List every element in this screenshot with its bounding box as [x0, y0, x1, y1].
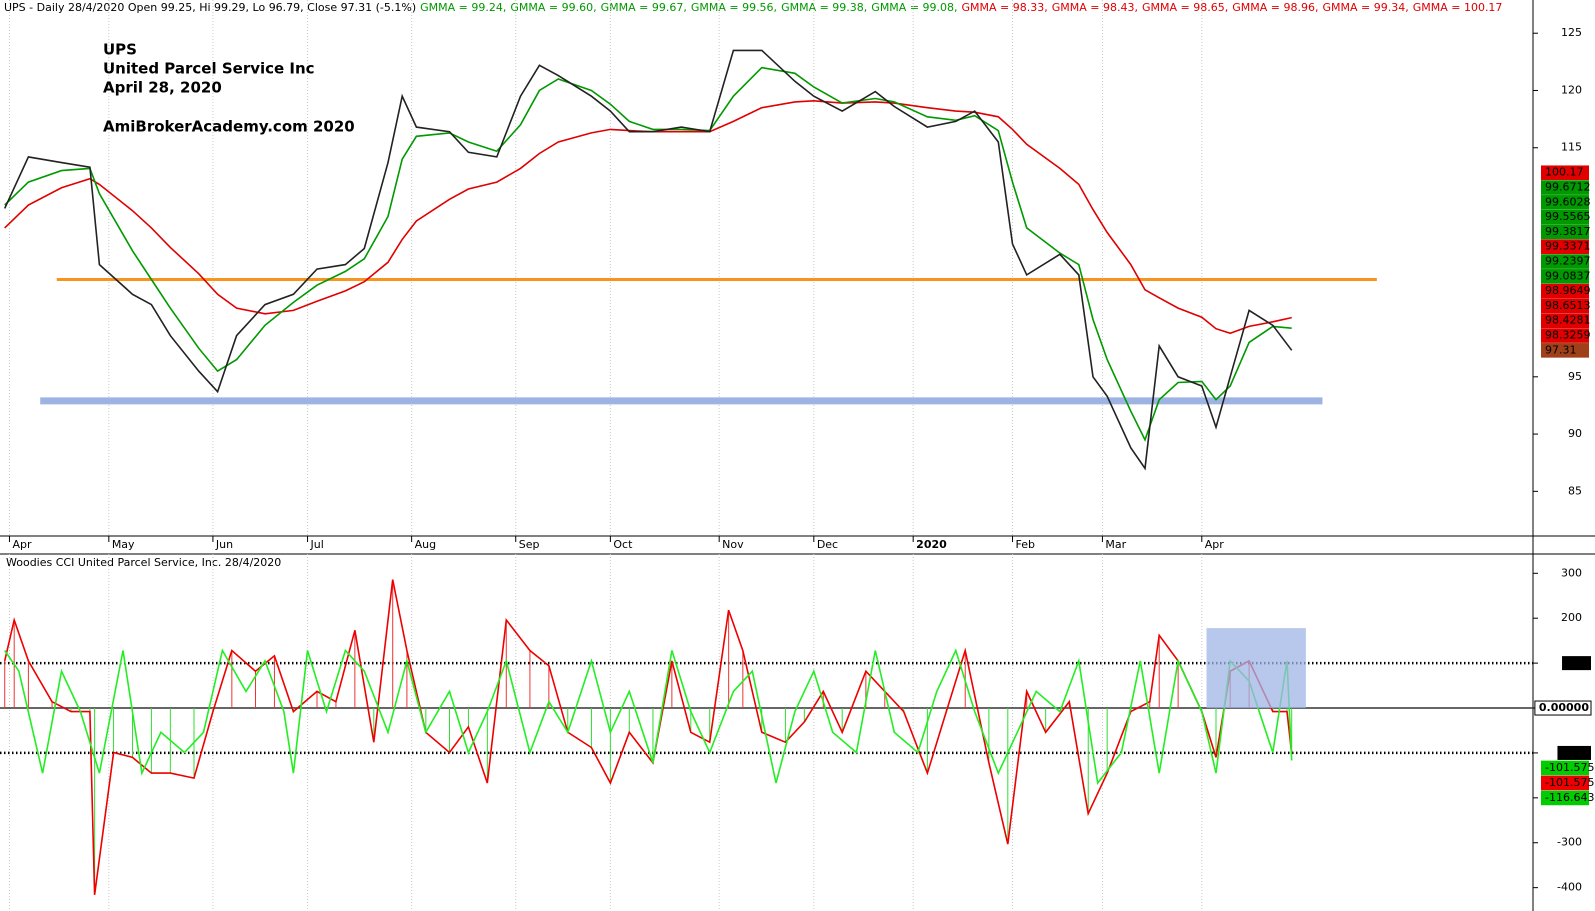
chart-header: UPS - Daily 28/4/2020 Open 99.25, Hi 99.…	[4, 1, 1502, 14]
value-label: 98.9649	[1545, 284, 1591, 297]
value-label: -116.643	[1545, 791, 1594, 804]
y-tick-box	[1534, 700, 1592, 716]
y-tick-box	[1562, 656, 1591, 671]
value-label: 99.3371	[1545, 240, 1591, 253]
y-tick-label: 125	[1561, 26, 1582, 39]
y-tick-label: 100	[1566, 656, 1589, 669]
value-box	[1541, 269, 1589, 284]
x-tick-label: Apr	[1205, 538, 1225, 551]
annotation: April 28, 2020	[103, 79, 222, 97]
value-box	[1541, 790, 1589, 806]
legend-entry: GMMA = 99.34,	[1322, 1, 1408, 14]
legend-entry: GMMA = 99.24,	[420, 1, 506, 14]
value-box	[1541, 180, 1589, 195]
value-box	[1541, 283, 1589, 299]
value-box	[1541, 224, 1589, 240]
legend-entry: GMMA = 98.43,	[1052, 1, 1138, 14]
value-label: 99.0837	[1545, 269, 1591, 282]
x-tick-label: Jun	[215, 538, 233, 551]
x-tick-label: Dec	[817, 538, 838, 551]
legend-entry: GMMA = 98.96,	[1232, 1, 1318, 14]
value-label: -101.575	[1545, 776, 1594, 789]
series-line	[4, 648, 1293, 785]
value-label: 99.3817	[1545, 225, 1591, 238]
value-label: 98.4281	[1545, 314, 1591, 327]
x-tick-label: Apr	[12, 538, 32, 551]
legend-entry: GMMA = 98.33,	[962, 1, 1048, 14]
value-label: 99.5565	[1545, 210, 1591, 223]
x-tick-label: Oct	[613, 538, 633, 551]
y-tick-box	[1557, 745, 1591, 760]
value-box	[1541, 239, 1589, 255]
value-label: 98.6513	[1545, 299, 1591, 312]
y-tick-label: -100	[1561, 746, 1589, 759]
highlight-box	[1206, 628, 1306, 709]
value-label: 98.3259	[1545, 329, 1591, 342]
series-line	[4, 99, 1292, 335]
x-tick-label: Feb	[1016, 538, 1035, 551]
value-label: 100.17	[1545, 166, 1584, 179]
y-tick-label: 0.00000	[1539, 701, 1589, 714]
value-label: 99.2397	[1545, 255, 1591, 268]
chart-title: UPS - Daily 28/4/2020 Open 99.25, Hi 99.…	[4, 1, 416, 14]
y-tick-label: 95	[1568, 370, 1582, 383]
annotation: United Parcel Service Inc	[103, 60, 315, 78]
series-line	[3, 49, 1293, 471]
legend-entry: GMMA = 99.38,	[781, 1, 867, 14]
y-tick-label: 120	[1561, 83, 1582, 96]
x-tick-label: Sep	[519, 538, 540, 551]
y-tick-label: -300	[1557, 836, 1582, 849]
x-tick-label: Jul	[310, 538, 324, 551]
y-tick-label: -400	[1557, 881, 1582, 894]
y-tick-label: 200	[1561, 611, 1582, 624]
legend-entry: GMMA = 99.67,	[601, 1, 687, 14]
legend-entry: GMMA = 99.08,	[871, 1, 957, 14]
y-tick-label: 115	[1561, 141, 1582, 154]
legend-entry: GMMA = 99.56,	[691, 1, 777, 14]
value-label: 99.6028	[1545, 195, 1591, 208]
y-tick-label: 90	[1568, 427, 1582, 440]
value-box	[1541, 328, 1589, 343]
value-box	[1541, 165, 1589, 181]
value-box	[1541, 760, 1589, 776]
y-tick-label: 300	[1561, 566, 1582, 579]
value-box	[1541, 313, 1589, 329]
value-label: 99.6712	[1545, 181, 1591, 194]
value-box	[1541, 343, 1589, 358]
value-box	[1541, 254, 1589, 269]
x-tick-label: May	[112, 538, 135, 551]
legend-entry: GMMA = 98.65,	[1142, 1, 1228, 14]
value-label: 97.31	[1545, 343, 1577, 356]
legend-entry: GMMA = 99.60,	[510, 1, 596, 14]
panel-title: Woodies CCI United Parcel Service, Inc. …	[6, 556, 281, 569]
value-box	[1541, 298, 1589, 314]
value-label: -101.575	[1545, 761, 1594, 774]
value-box	[1541, 209, 1589, 225]
value-box	[1541, 775, 1589, 791]
value-box	[1541, 195, 1589, 210]
legend-entry: GMMA = 100.17	[1413, 1, 1503, 14]
annotation: AmiBrokerAcademy.com 2020	[103, 118, 355, 136]
annotation: UPS	[103, 41, 137, 59]
y-tick-label: 85	[1568, 484, 1582, 497]
x-tick-label: 2020	[916, 538, 947, 551]
x-tick-label: Aug	[415, 538, 436, 551]
x-tick-label: Mar	[1105, 538, 1126, 551]
x-tick-label: Nov	[722, 538, 744, 551]
